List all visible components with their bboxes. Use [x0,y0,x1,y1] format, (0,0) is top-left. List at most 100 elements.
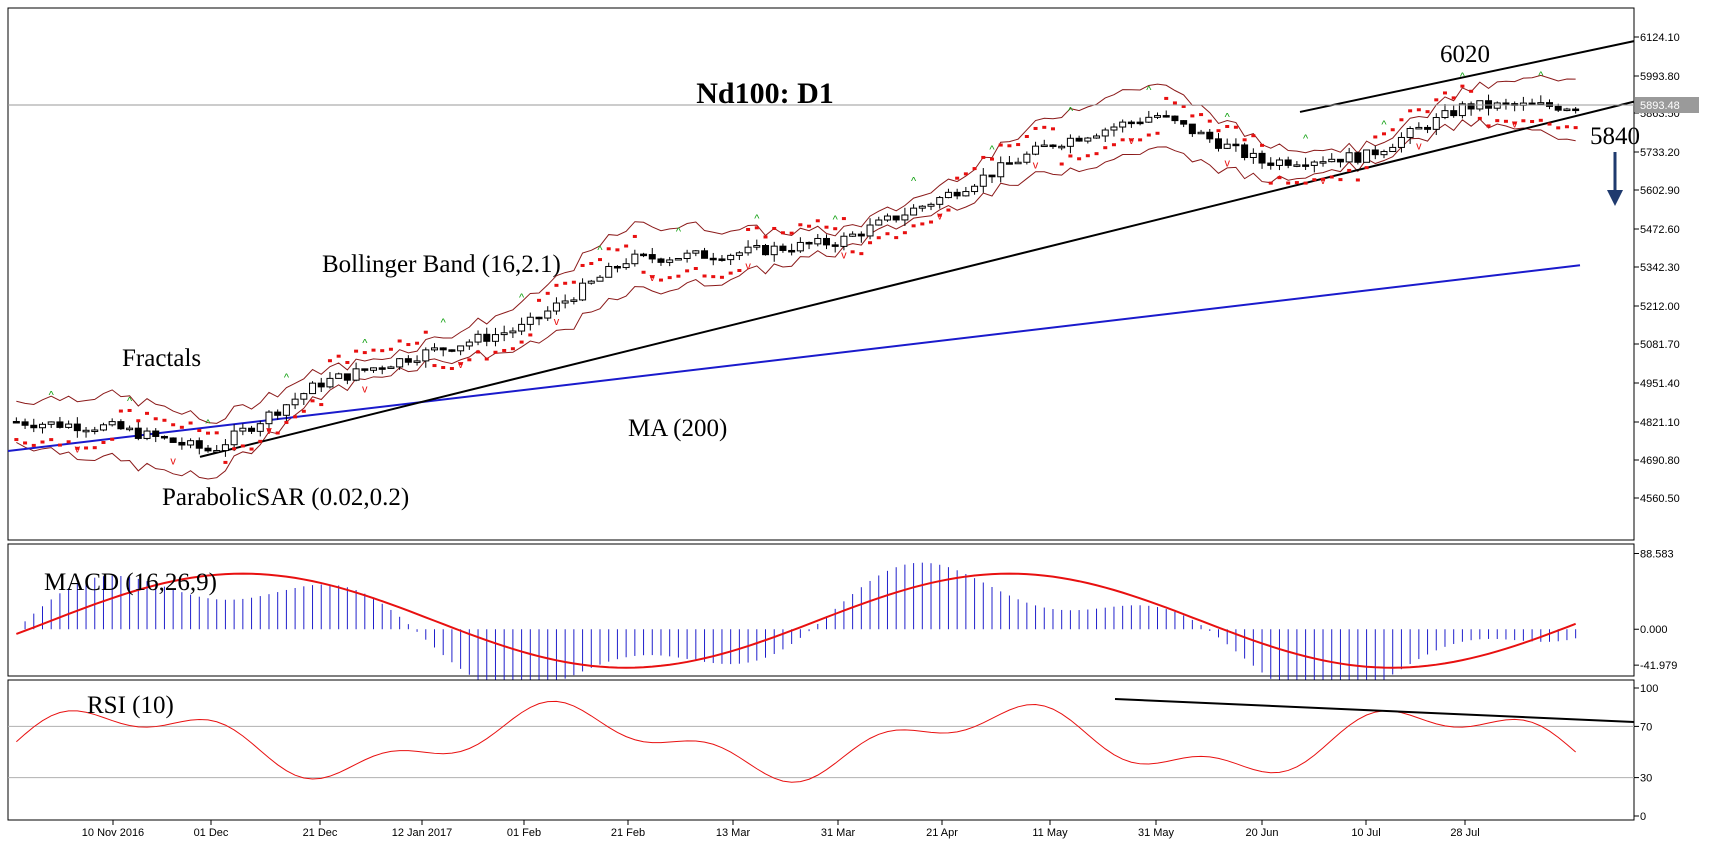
candle [213,450,221,453]
candle [160,435,168,439]
candle [544,310,552,319]
rsi-panel [7,679,1635,821]
candle [814,237,822,245]
fractal-down-icon: v [937,211,943,223]
fractal-down-icon: v [362,383,368,395]
candle [727,254,735,261]
sar-dot [388,347,393,351]
candle [1084,137,1092,142]
sar-dot [345,360,350,364]
sar-dot [301,409,306,413]
candle [936,197,944,205]
rsi-tick-label: 0 [1640,811,1646,823]
sar-dot [354,349,359,353]
fractals-annotation: Fractals [122,345,201,372]
candle [465,341,473,347]
current-price-tag: 5893.48 [1635,97,1699,113]
fractal-down-icon: v [1512,118,1518,130]
candle [753,245,761,248]
sar-dot [1503,119,1508,123]
sar-dot [1573,126,1578,130]
sar-dot [171,423,176,427]
candle [413,360,421,363]
sar-dot [667,276,672,280]
sar-dot [40,440,45,444]
sar-dot [780,231,785,235]
candle [1310,161,1318,166]
candle [448,349,456,352]
candle [561,300,569,304]
sar-dot [563,281,568,285]
candle [1066,137,1074,147]
fractal-up-icon: ^ [1068,106,1074,118]
sar-dot [1486,124,1491,128]
candle [1458,103,1466,117]
sar-dot [955,176,960,180]
fractal-down-icon: v [841,249,847,261]
candle [683,252,691,260]
candle [1336,158,1344,163]
sar-dot [1294,181,1299,185]
fractal-up-icon: ^ [833,214,839,226]
price-tick-label: 5472.60 [1640,224,1680,236]
candle [1110,126,1118,131]
candle [99,424,107,431]
sar-dot [902,231,907,235]
candle [300,393,308,400]
sar-dot [937,213,942,217]
candle [309,382,317,395]
rsi-grid [8,725,1634,779]
macd-label: MACD (16,26,9) [44,569,217,596]
sar-dot [266,428,271,432]
candle [1075,137,1083,142]
fractal-down-icon: v [1416,141,1422,153]
sar-dot [789,231,794,235]
time-tick-label: 21 Apr [926,827,958,839]
candle [866,224,874,237]
sar-dot [1390,128,1395,132]
candle [317,382,325,388]
candle [918,205,926,209]
sar-dot [554,283,559,287]
candle [735,252,743,256]
fractals: ^ v ^ v ^ v ^ ^ v ^ v ^ v ^ v ^ v ^ ^ v ^ v ^ v ^ v ^ ^ v ^ v ^ v ^ v ^ [49,70,1545,468]
sar-dot [240,444,245,448]
sar-dot [1460,84,1465,88]
current-price-label: 5893.48 [1640,100,1680,112]
candle [430,347,438,351]
sar-dot [153,417,158,421]
fractal-down-icon: v [554,316,560,328]
sar-dot [179,425,184,429]
candle [1214,138,1222,149]
candle [274,411,282,416]
resistance-trend-line [1299,40,1635,113]
fractal-up-icon: ^ [284,372,290,384]
fractal-down-icon: v [1320,175,1326,187]
candle [73,423,81,432]
candle [657,258,665,263]
bollinger-upper [16,74,1576,424]
candle [1171,115,1179,122]
candle [282,404,290,416]
sar-dot [327,359,332,363]
price-tick-label: 5993.80 [1640,71,1680,83]
candle [1415,126,1423,130]
candle [1441,110,1449,119]
sar-dot [1111,143,1116,147]
candle [971,185,979,193]
sar-dot [1329,175,1334,179]
fractal-up-icon: ^ [911,176,917,188]
sar-dot [1068,154,1073,158]
candle [1345,152,1353,163]
sar-dot [650,275,655,279]
candle [30,424,38,429]
candle [1537,102,1545,105]
fractal-down-icon: v [1033,159,1039,171]
candle [387,366,395,369]
sar-dot [432,364,437,368]
parabolic-sar [14,84,1578,464]
candle [718,258,726,261]
candle [744,246,752,254]
sar-dot [868,241,873,245]
